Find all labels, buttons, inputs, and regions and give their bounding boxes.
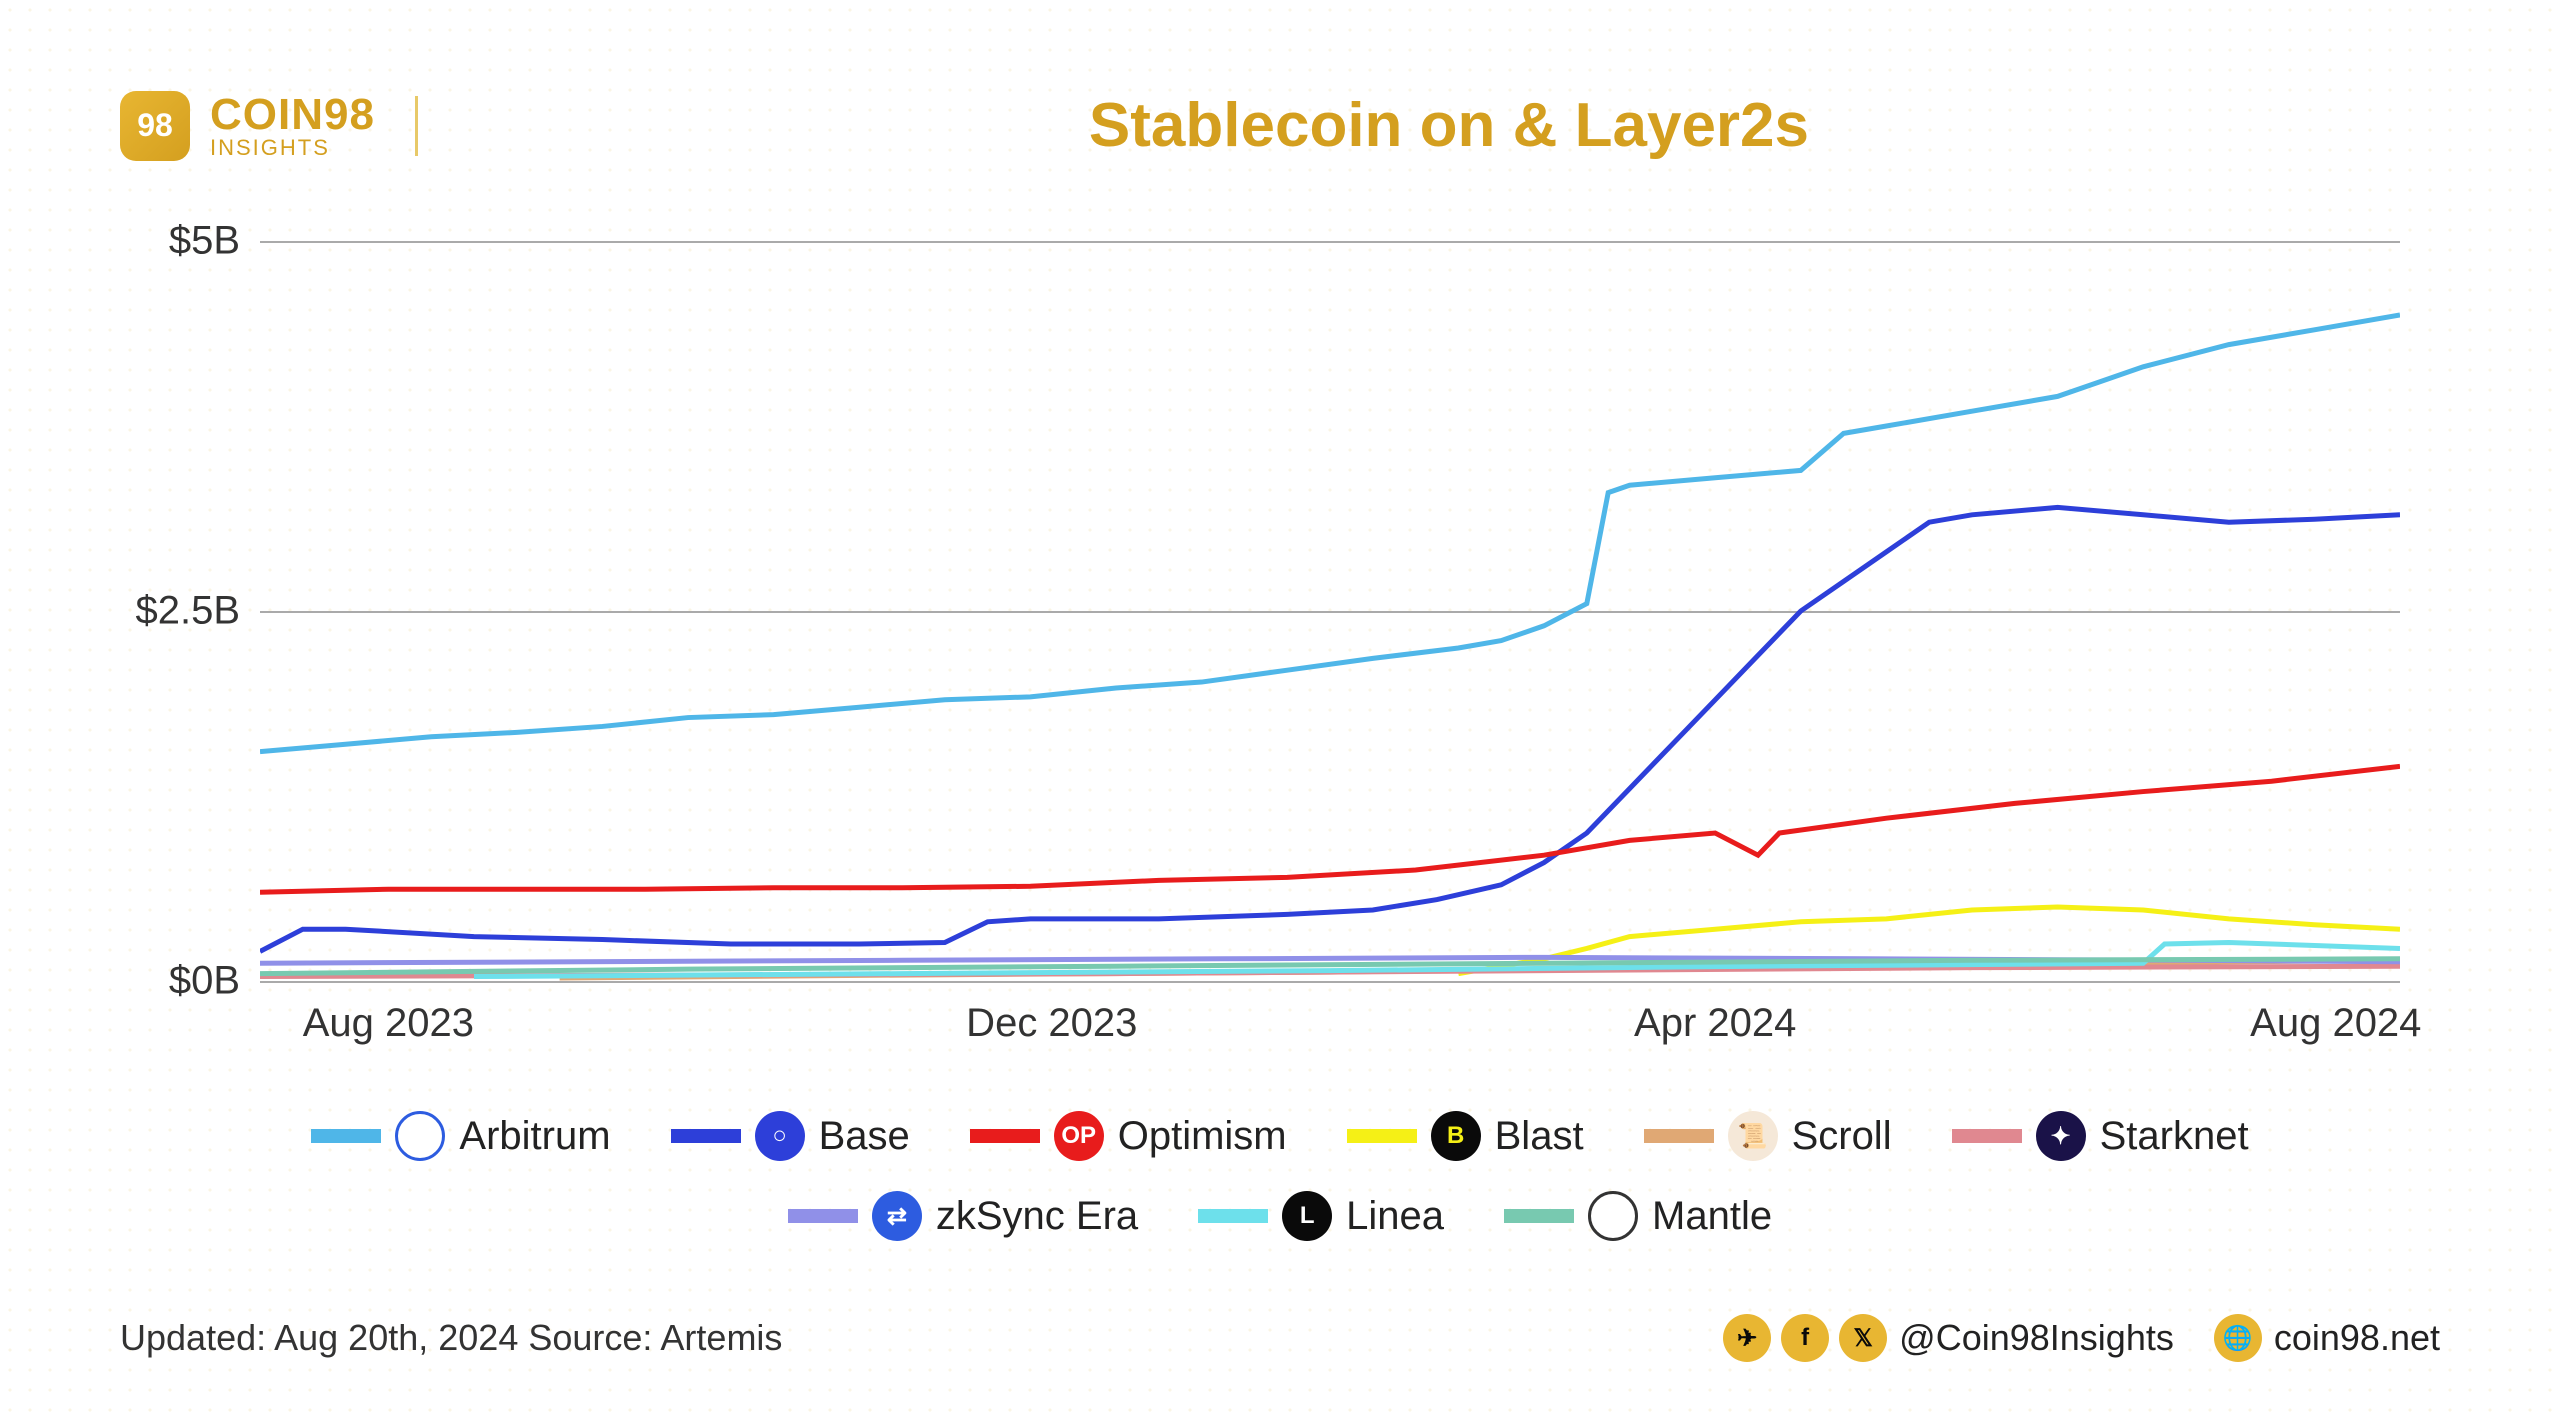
grid-line	[260, 981, 2400, 983]
legend-swatch	[311, 1129, 381, 1143]
legend-label: Scroll	[1792, 1114, 1892, 1159]
chain-icon: ✳	[1588, 1191, 1638, 1241]
logo-text: COIN98 INSIGHTS	[210, 93, 375, 159]
chart-container: 98 COIN98 INSIGHTS Stablecoin on & Layer…	[0, 0, 2560, 1422]
legend-item-scroll: 📜 Scroll	[1644, 1111, 1892, 1161]
chain-icon: ✦	[2036, 1111, 2086, 1161]
legend-item-arbitrum: A Arbitrum	[311, 1111, 610, 1161]
legend-item-zksync-era: ⇄ zkSync Era	[788, 1191, 1138, 1241]
y-tick-label: $2.5B	[135, 589, 240, 634]
chain-icon: OP	[1054, 1111, 1104, 1161]
y-axis: $0B$2.5B$5B	[120, 241, 240, 981]
legend-label: Linea	[1346, 1194, 1444, 1239]
legend-swatch	[1952, 1129, 2022, 1143]
logo-main: COIN98	[210, 93, 375, 137]
legend-item-linea: L Linea	[1198, 1191, 1444, 1241]
legend-swatch	[671, 1129, 741, 1143]
y-tick-label: $0B	[169, 959, 240, 1004]
chart-plot-area: $0B$2.5B$5B Aug 2023Dec 2023Apr 2024Aug …	[260, 241, 2400, 981]
logo: 98 COIN98 INSIGHTS	[120, 91, 375, 161]
series-line-arbitrum	[260, 315, 2400, 752]
chain-icon: ○	[755, 1111, 805, 1161]
chain-icon: L	[1282, 1191, 1332, 1241]
x-tick-label: Apr 2024	[1634, 1001, 1796, 1046]
legend-label: Mantle	[1652, 1194, 1772, 1239]
legend-item-blast: B Blast	[1347, 1111, 1584, 1161]
legend-swatch	[788, 1209, 858, 1223]
y-tick-label: $5B	[169, 219, 240, 264]
legend-item-optimism: OP Optimism	[970, 1111, 1287, 1161]
x-tick-label: Aug 2023	[303, 1001, 474, 1046]
legend-swatch	[1347, 1129, 1417, 1143]
x-tick-label: Dec 2023	[966, 1001, 1137, 1046]
header-divider	[415, 96, 418, 156]
chain-icon: B	[1431, 1111, 1481, 1161]
chain-icon: ⇄	[872, 1191, 922, 1241]
legend-item-base: ○ Base	[671, 1111, 910, 1161]
x-tick-label: Aug 2024	[2250, 1001, 2421, 1046]
legend-label: Starknet	[2100, 1114, 2249, 1159]
logo-badge: 98	[120, 91, 190, 161]
legend: A Arbitrum ○ Base OP Optimism B Blast 📜 Scroll ✦ St…	[120, 1111, 2440, 1241]
legend-item-starknet: ✦ Starknet	[1952, 1111, 2249, 1161]
chain-icon: 📜	[1728, 1111, 1778, 1161]
legend-swatch	[1504, 1209, 1574, 1223]
series-line-optimism	[260, 766, 2400, 892]
legend-swatch	[1644, 1129, 1714, 1143]
legend-item-mantle: ✳ Mantle	[1504, 1191, 1772, 1241]
chart-lines	[260, 241, 2400, 981]
chart-title: Stablecoin on & Layer2s	[458, 90, 2440, 161]
legend-label: Base	[819, 1114, 910, 1159]
logo-sub: INSIGHTS	[210, 137, 375, 159]
chain-icon: A	[395, 1111, 445, 1161]
legend-label: Optimism	[1118, 1114, 1287, 1159]
header: 98 COIN98 INSIGHTS Stablecoin on & Layer…	[120, 90, 2440, 161]
legend-label: Blast	[1495, 1114, 1584, 1159]
legend-label: zkSync Era	[936, 1194, 1138, 1239]
legend-swatch	[970, 1129, 1040, 1143]
legend-label: Arbitrum	[459, 1114, 610, 1159]
legend-swatch	[1198, 1209, 1268, 1223]
